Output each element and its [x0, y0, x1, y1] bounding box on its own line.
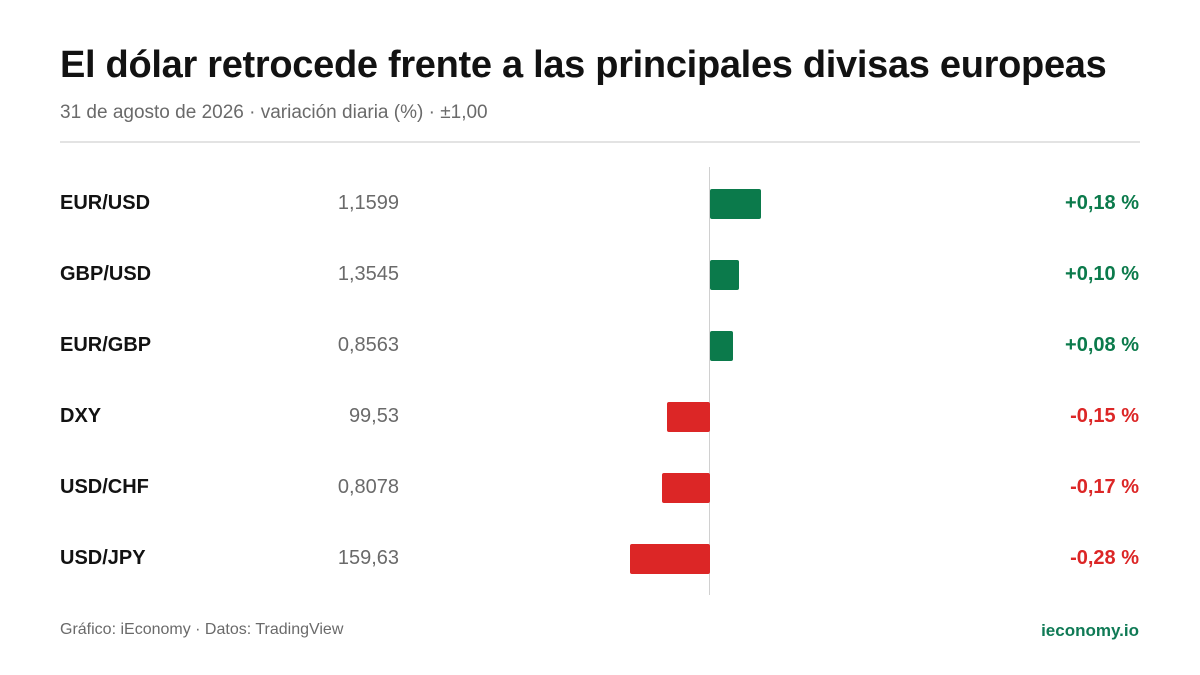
change-label: +0,10 % — [1065, 263, 1139, 285]
chart-row: EUR/GBP 0,8563 +0,08 % — [0, 324, 1200, 368]
change-label: -0,15 % — [1070, 405, 1139, 427]
chart-subtitle: 31 de agosto de 2026 · variación diaria … — [60, 102, 488, 123]
change-bar — [710, 260, 739, 290]
price-value: 1,3545 — [337, 263, 399, 285]
currency-pair-label: DXY — [60, 405, 102, 427]
header-divider — [60, 141, 1140, 143]
currency-pair-label: USD/CHF — [60, 476, 149, 498]
change-bar — [661, 473, 710, 503]
price-value: 1,1599 — [337, 192, 399, 214]
price-value: 0,8078 — [337, 476, 399, 498]
price-value: 159,63 — [337, 547, 399, 569]
change-bar — [710, 331, 733, 361]
chart-row: USD/CHF 0,8078 -0,17 % — [0, 466, 1200, 510]
chart-row: DXY 99,53 -0,15 % — [0, 395, 1200, 439]
price-value: 0,8563 — [337, 334, 399, 356]
currency-pair-label: GBP/USD — [60, 263, 152, 285]
change-label: -0,17 % — [1070, 476, 1139, 498]
change-label: +0,18 % — [1065, 192, 1139, 214]
currency-pair-label: EUR/USD — [60, 192, 151, 214]
change-label: -0,28 % — [1070, 547, 1139, 569]
chart-title: El dólar retrocede frente a las principa… — [60, 44, 1107, 86]
chart-row: USD/JPY 159,63 -0,28 % — [0, 537, 1200, 581]
change-bar — [710, 189, 762, 219]
change-label: +0,08 % — [1065, 334, 1139, 356]
price-value: 99,53 — [348, 405, 399, 427]
zero-axis-line — [709, 167, 710, 595]
change-bar — [630, 544, 710, 574]
currency-pair-label: USD/JPY — [60, 547, 146, 569]
change-bar — [667, 402, 710, 432]
site-link[interactable]: ieconomy.io — [1041, 621, 1139, 640]
currency-pair-label: EUR/GBP — [60, 334, 152, 356]
chart-row: GBP/USD 1,3545 +0,10 % — [0, 253, 1200, 297]
chart-row: EUR/USD 1,1599 +0,18 % — [0, 182, 1200, 226]
source-credit: Gráfico: iEconomy · Datos: TradingView — [60, 621, 344, 638]
